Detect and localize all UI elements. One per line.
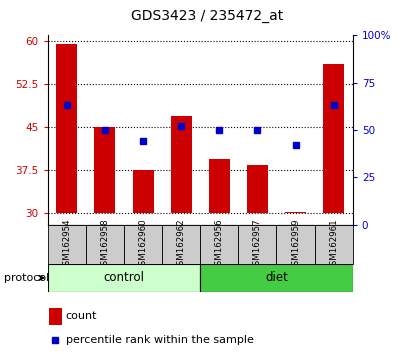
Text: GSM162959: GSM162959 xyxy=(291,218,300,270)
Bar xyxy=(315,225,353,264)
Text: GSM162954: GSM162954 xyxy=(62,218,71,270)
Text: GSM162956: GSM162956 xyxy=(215,218,224,270)
Text: GDS3423 / 235472_at: GDS3423 / 235472_at xyxy=(132,9,283,23)
Text: protocol: protocol xyxy=(4,273,49,283)
Bar xyxy=(200,225,238,264)
Text: count: count xyxy=(66,312,97,321)
Bar xyxy=(132,170,154,213)
Bar xyxy=(49,308,62,325)
Bar xyxy=(276,225,315,264)
Text: GSM162957: GSM162957 xyxy=(253,218,262,270)
Bar xyxy=(48,264,200,292)
Text: percentile rank within the sample: percentile rank within the sample xyxy=(66,335,254,346)
Text: GSM162958: GSM162958 xyxy=(100,218,110,270)
Bar xyxy=(95,127,115,213)
Bar xyxy=(209,159,230,213)
Bar xyxy=(162,225,200,264)
Text: GSM162960: GSM162960 xyxy=(139,218,148,270)
Bar xyxy=(56,44,77,213)
Text: GSM162961: GSM162961 xyxy=(329,218,338,270)
Bar xyxy=(247,165,268,213)
Bar xyxy=(323,64,344,213)
Text: control: control xyxy=(103,272,144,284)
Bar xyxy=(171,116,192,213)
Bar xyxy=(48,225,86,264)
Bar xyxy=(124,225,162,264)
Bar xyxy=(238,225,276,264)
Bar xyxy=(86,225,124,264)
Text: GSM162962: GSM162962 xyxy=(177,218,186,270)
Bar xyxy=(200,264,353,292)
Bar xyxy=(285,212,306,213)
Text: diet: diet xyxy=(265,272,288,284)
